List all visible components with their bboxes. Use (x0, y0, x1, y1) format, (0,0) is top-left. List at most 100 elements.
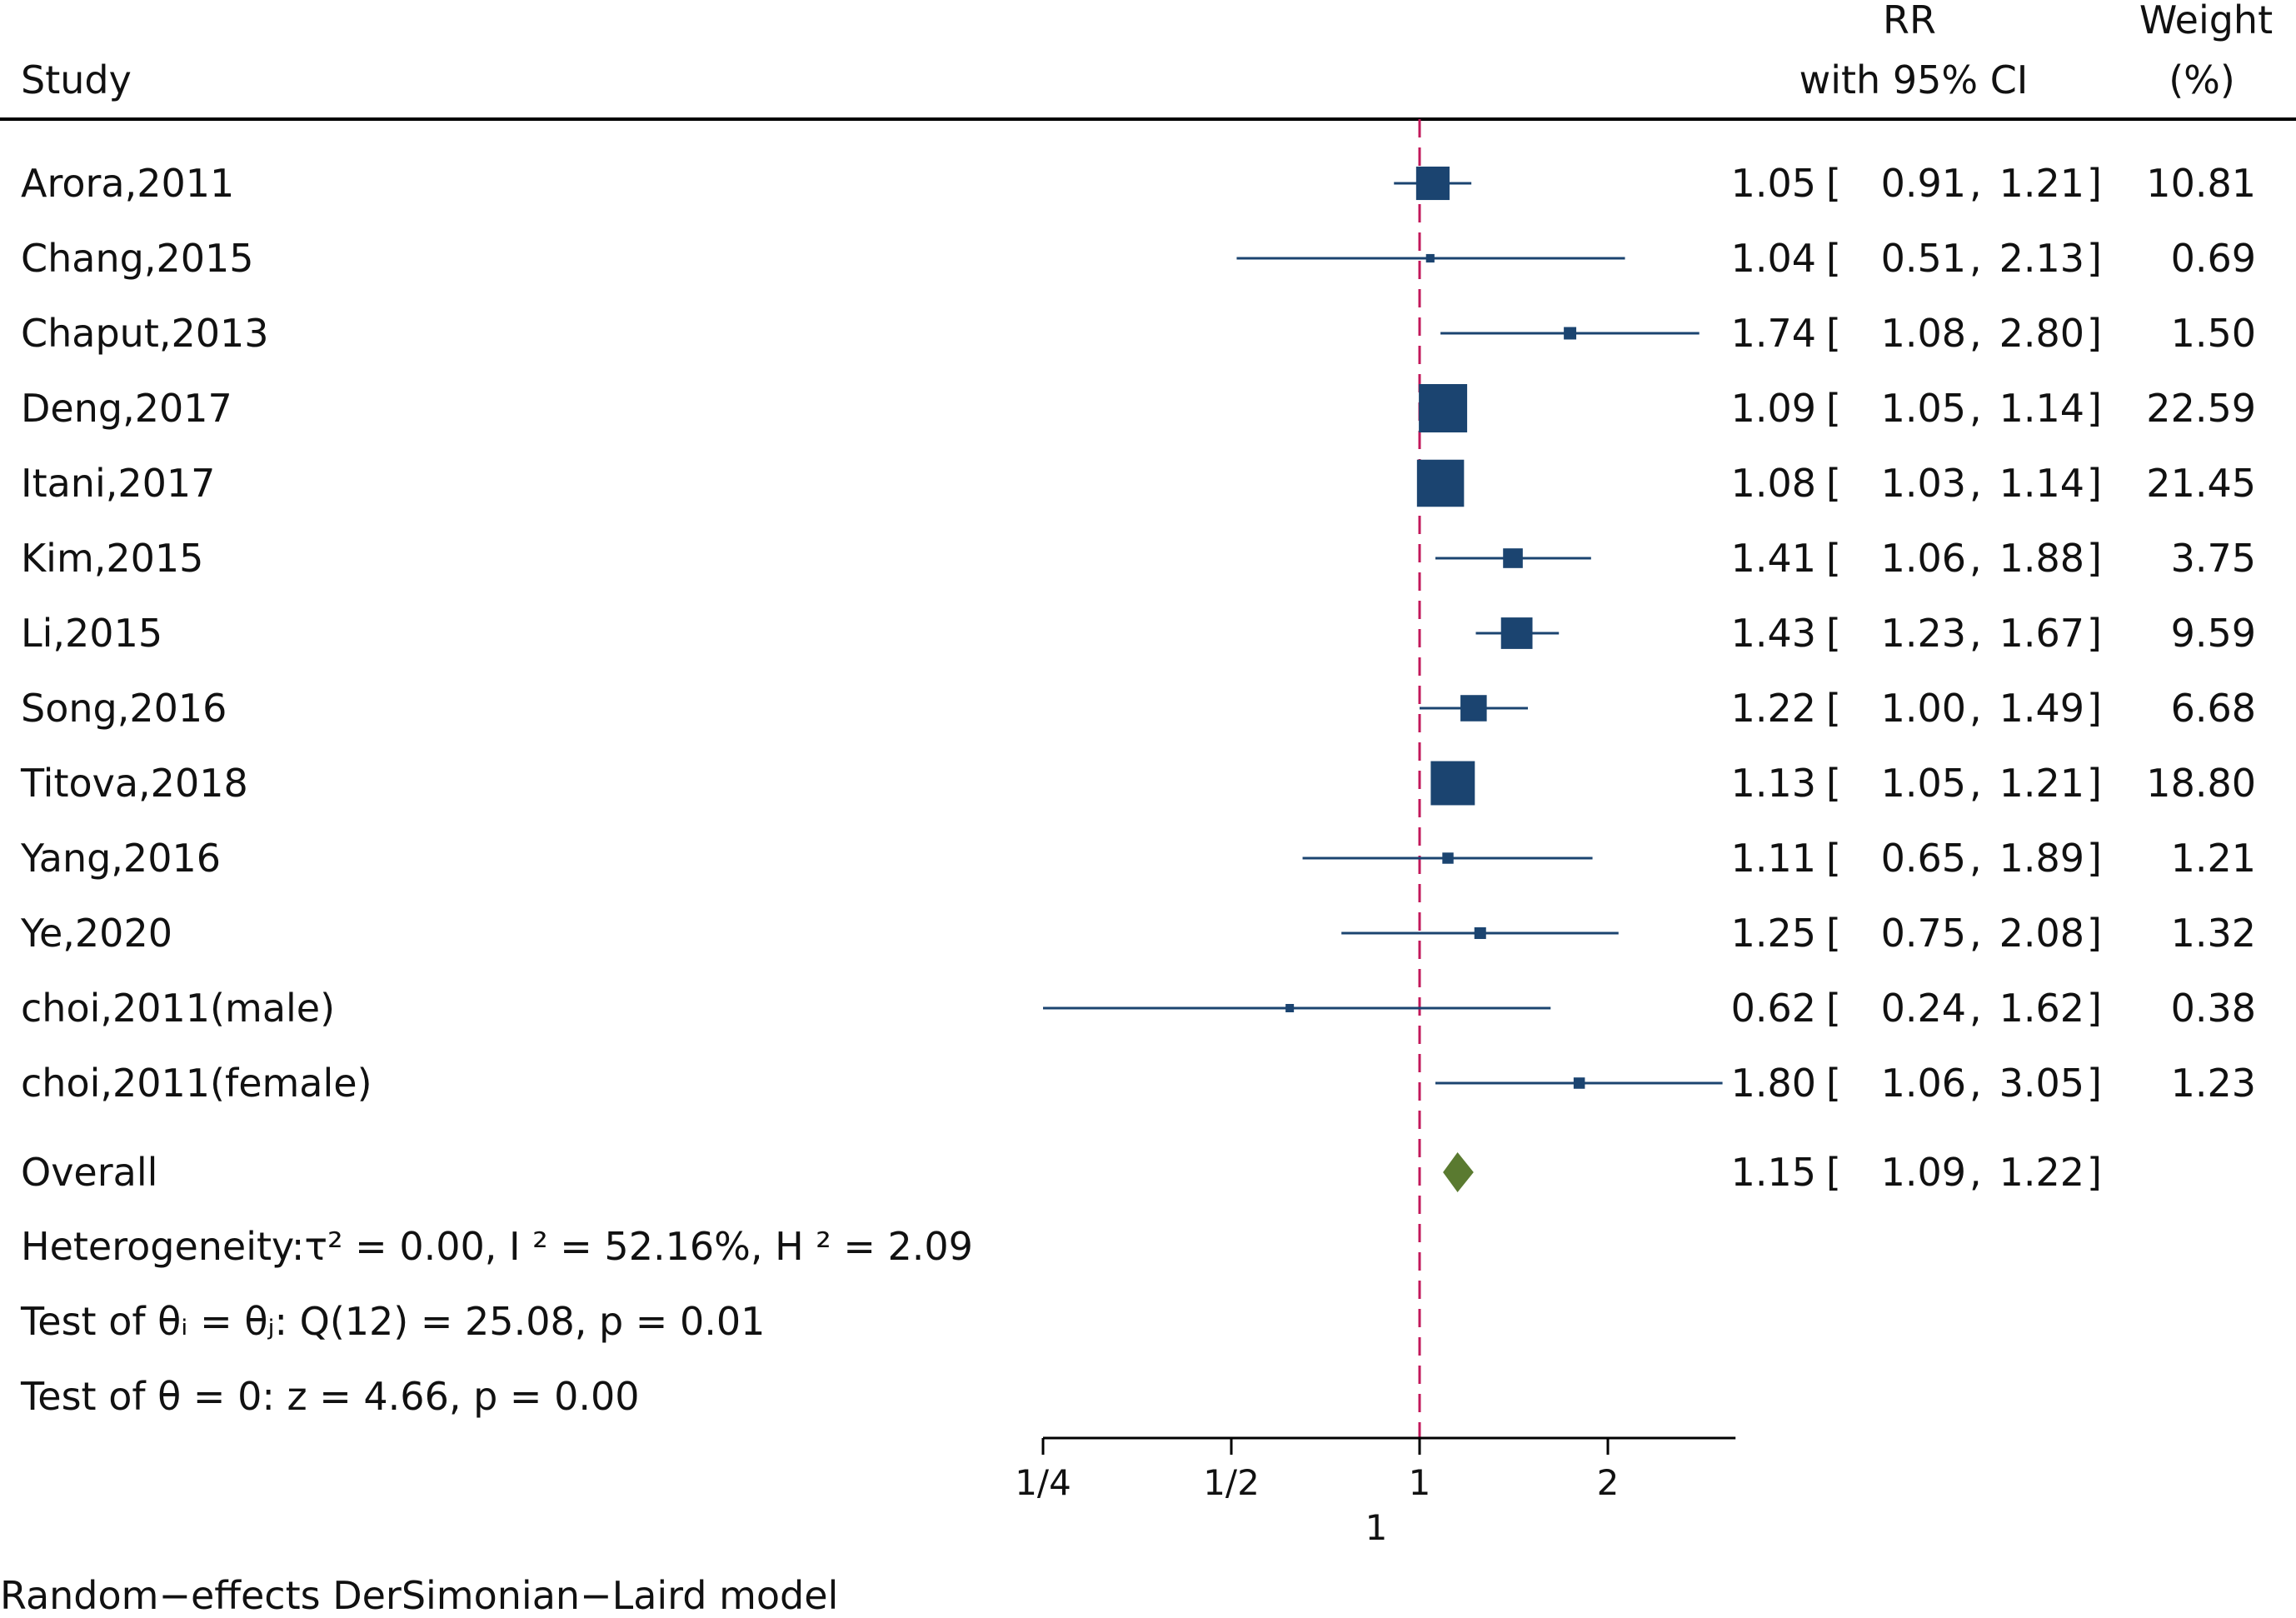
ci-comma: , (1969, 911, 1982, 956)
ci-open-bracket: [ (1826, 386, 1841, 431)
ci-comma: , (1969, 311, 1982, 356)
ci-close-bracket: ] (2087, 986, 2102, 1031)
ci-comma: , (1969, 611, 1982, 656)
header-study: Study (21, 57, 132, 102)
ci-upper: 1.14 (1999, 386, 2084, 431)
ci-lower: 1.06 (1881, 1061, 1966, 1106)
ci-upper: 1.49 (1999, 686, 2084, 731)
ci-close-bracket: ] (2087, 611, 2102, 656)
study-name: Chang,2015 (21, 236, 254, 281)
ci-close-bracket: ] (2087, 461, 2102, 506)
study-name: choi,2011(female) (21, 1061, 372, 1106)
ci-open-bracket: [ (1826, 236, 1841, 281)
ci-upper: 1.67 (1999, 611, 2084, 656)
ci-upper: 1.88 (1999, 536, 2084, 581)
study-name: Ye,2020 (20, 911, 172, 956)
weight-value: 9.59 (2171, 611, 2256, 656)
study-row: Chaput,2013 1.74[1.08, 2.80] 1.50 (21, 311, 2256, 356)
ci-lower: 0.51 (1881, 236, 1966, 281)
study-name: Yang,2016 (20, 836, 221, 881)
ci-comma: , (1969, 536, 1982, 581)
study-name: Song,2016 (21, 686, 227, 731)
weight-value: 0.38 (2171, 986, 2256, 1031)
study-name: Deng,2017 (21, 386, 232, 431)
effect-marker (1503, 548, 1523, 568)
ci-lower: 1.03 (1881, 461, 1966, 506)
study-name: Kim,2015 (21, 536, 203, 581)
effect-marker (1416, 459, 1465, 507)
ci-lower: 1.23 (1881, 611, 1966, 656)
weight-value: 6.68 (2171, 686, 2256, 731)
effect-marker (1415, 166, 1450, 201)
overall-ci-close-bracket: ] (2087, 1150, 2102, 1195)
ci-upper: 1.62 (1999, 986, 2084, 1031)
ci-open-bracket: [ (1826, 611, 1841, 656)
study-row: choi,2011(female) 1.80[1.06, 3.05] 1.23 (21, 1061, 2256, 1106)
rr-value: 1.13 (1731, 761, 1816, 806)
rr-value: 1.22 (1731, 686, 1816, 731)
ci-comma: , (1969, 986, 1982, 1031)
effect-marker (1430, 761, 1475, 806)
ci-open-bracket: [ (1826, 686, 1841, 731)
ci-open-bracket: [ (1826, 311, 1841, 356)
overall-ci-comma: , (1969, 1150, 1982, 1195)
ci-comma: , (1969, 461, 1982, 506)
rr-value: 1.04 (1731, 236, 1816, 281)
x-tick-label: 1/4 (1015, 1462, 1071, 1503)
weight-value: 1.23 (2171, 1061, 2256, 1106)
rr-value: 1.74 (1731, 311, 1816, 356)
overall-rr-value: 1.15 (1731, 1150, 1816, 1195)
ci-upper: 1.21 (1999, 161, 2084, 206)
study-row: Ye,2020 1.25[0.75, 2.08] 1.32 (20, 911, 2256, 956)
ci-close-bracket: ] (2087, 1061, 2102, 1106)
weight-value: 0.69 (2171, 236, 2256, 281)
header-weight-pct: (%) (2169, 57, 2235, 102)
overall-label: Overall (21, 1150, 157, 1195)
ci-close-bracket: ] (2087, 761, 2102, 806)
weight-value: 1.21 (2171, 836, 2256, 881)
weight-value: 22.59 (2146, 386, 2256, 431)
weight-value: 1.50 (2171, 311, 2256, 356)
ci-comma: , (1969, 1061, 1982, 1106)
overall-ci-lower: 1.09 (1881, 1150, 1966, 1195)
ci-lower: 1.05 (1881, 386, 1966, 431)
effect-marker (1425, 253, 1435, 263)
ci-upper: 2.13 (1999, 236, 2084, 281)
ci-comma: , (1969, 686, 1982, 731)
ci-comma: , (1969, 761, 1982, 806)
weight-value: 10.81 (2146, 161, 2256, 206)
effect-marker (1442, 852, 1454, 864)
ci-lower: 0.91 (1881, 161, 1966, 206)
ci-open-bracket: [ (1826, 836, 1841, 881)
ci-close-bracket: ] (2087, 686, 2102, 731)
rr-value: 1.43 (1731, 611, 1816, 656)
weight-value: 21.45 (2146, 461, 2256, 506)
weight-value: 3.75 (2171, 536, 2256, 581)
study-name: Chaput,2013 (21, 311, 269, 356)
stats-block: Heterogeneity:τ² = 0.00, I ² = 52.16%, H… (20, 1224, 973, 1419)
ci-open-bracket: [ (1826, 911, 1841, 956)
ci-close-bracket: ] (2087, 386, 2102, 431)
study-row: Itani,2017 1.08[1.03, 1.14] 21.45 (21, 459, 2256, 507)
study-row: Arora,2011 1.05[0.91, 1.21] 10.81 (21, 161, 2256, 206)
ci-comma: , (1969, 236, 1982, 281)
study-row: Titova,2018 1.13[1.05, 1.21] 18.80 (20, 761, 2256, 806)
x-tick-label: 1/2 (1203, 1462, 1260, 1503)
effect-marker (1419, 384, 1468, 432)
weight-value: 18.80 (2146, 761, 2256, 806)
ci-upper: 2.08 (1999, 911, 2084, 956)
ci-comma: , (1969, 836, 1982, 881)
study-row: Li,2015 1.43[1.23, 1.67] 9.59 (21, 611, 2256, 656)
ci-close-bracket: ] (2087, 911, 2102, 956)
study-name: Itani,2017 (21, 461, 215, 506)
ci-open-bracket: [ (1826, 986, 1841, 1031)
heterogeneity-text: Heterogeneity:τ² = 0.00, I ² = 52.16%, H… (21, 1224, 973, 1269)
ci-close-bracket: ] (2087, 161, 2102, 206)
ci-open-bracket: [ (1826, 761, 1841, 806)
effect-marker (1500, 617, 1533, 649)
ci-lower: 0.24 (1881, 986, 1966, 1031)
rr-value: 1.05 (1731, 161, 1816, 206)
x-axis-title: 1 (1365, 1507, 1388, 1548)
rr-value: 1.11 (1731, 836, 1816, 881)
